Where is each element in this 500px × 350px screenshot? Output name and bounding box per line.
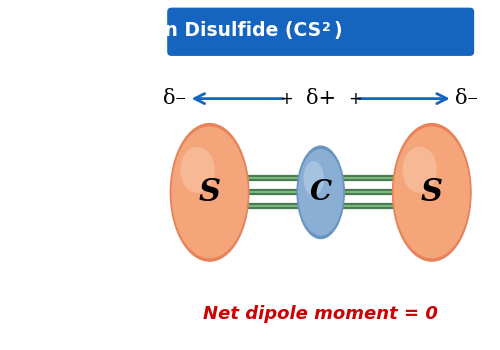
- Text: ): ): [333, 21, 342, 40]
- Ellipse shape: [296, 146, 345, 239]
- Text: C: C: [310, 179, 332, 206]
- Text: Polarity of Carbon Disulfide (CS: Polarity of Carbon Disulfide (CS: [0, 21, 320, 40]
- Ellipse shape: [304, 161, 324, 196]
- Ellipse shape: [172, 126, 248, 258]
- FancyBboxPatch shape: [168, 8, 474, 55]
- Ellipse shape: [298, 149, 344, 236]
- Text: +: +: [348, 90, 362, 107]
- Text: δ–: δ–: [164, 89, 186, 108]
- Text: δ+: δ+: [306, 89, 336, 108]
- Text: 2: 2: [322, 21, 331, 34]
- Text: Net dipole moment = 0: Net dipole moment = 0: [203, 305, 438, 323]
- Text: S: S: [421, 177, 443, 208]
- Ellipse shape: [392, 123, 471, 262]
- Text: +: +: [279, 90, 293, 107]
- Ellipse shape: [394, 126, 470, 258]
- Text: S: S: [198, 177, 220, 208]
- Ellipse shape: [170, 123, 250, 262]
- Text: δ–: δ–: [455, 89, 478, 108]
- Ellipse shape: [402, 147, 437, 193]
- Ellipse shape: [180, 147, 214, 193]
